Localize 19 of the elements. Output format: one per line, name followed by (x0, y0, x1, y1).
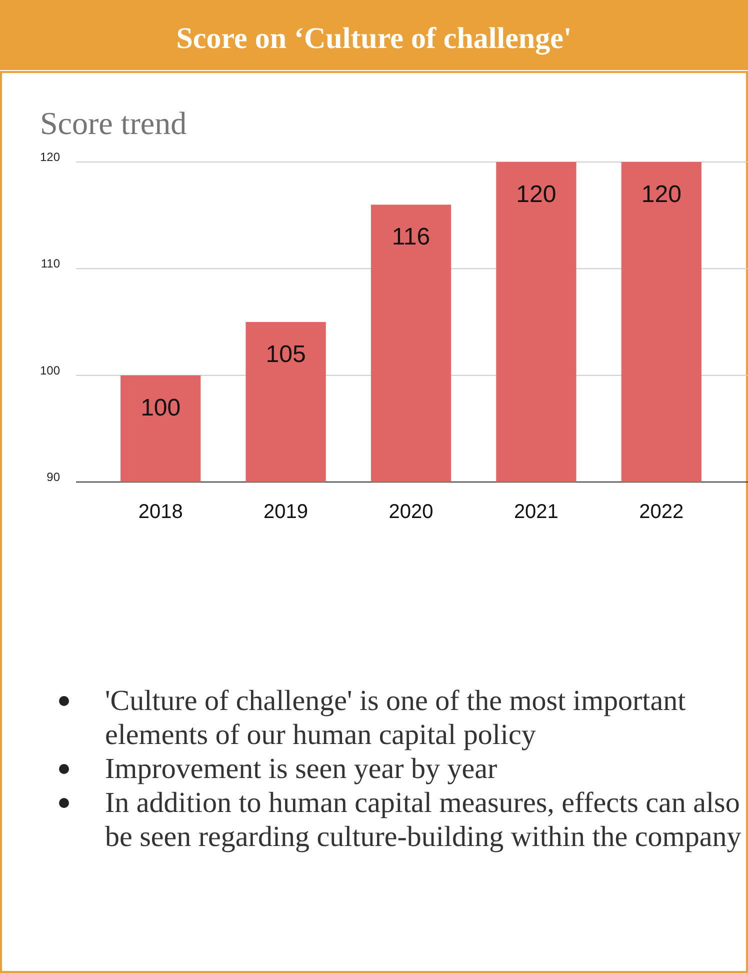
data-label: 120 (516, 181, 556, 208)
data-label: 116 (392, 224, 430, 251)
y-tick-label: 110 (40, 256, 60, 271)
chart-subtitle: Score trend (40, 105, 187, 141)
y-tick-label: 100 (40, 363, 60, 378)
x-tick-label: 2022 (639, 501, 684, 523)
data-label: 120 (641, 181, 682, 208)
data-label: 105 (266, 341, 306, 368)
y-tick-label: 120 (40, 150, 60, 164)
text: Improvement is seen year by year (105, 753, 498, 785)
x-tick-label: 2020 (388, 501, 434, 523)
x-tick-label: 2018 (138, 501, 183, 523)
x-tick-label: 2019 (264, 501, 308, 523)
data-label: 100 (140, 394, 181, 422)
chart-title: Score on ‘Culture of challenge' (176, 22, 572, 55)
text: 'Culture of challenge' is one of the most important elements of our human capital policy (105, 685, 686, 751)
text: In addition to human capital measures, effects can also be seen regarding culture-building within the company (105, 787, 742, 853)
x-tick-label: 2021 (514, 501, 558, 523)
y-tick-label: 90 (46, 470, 60, 484)
